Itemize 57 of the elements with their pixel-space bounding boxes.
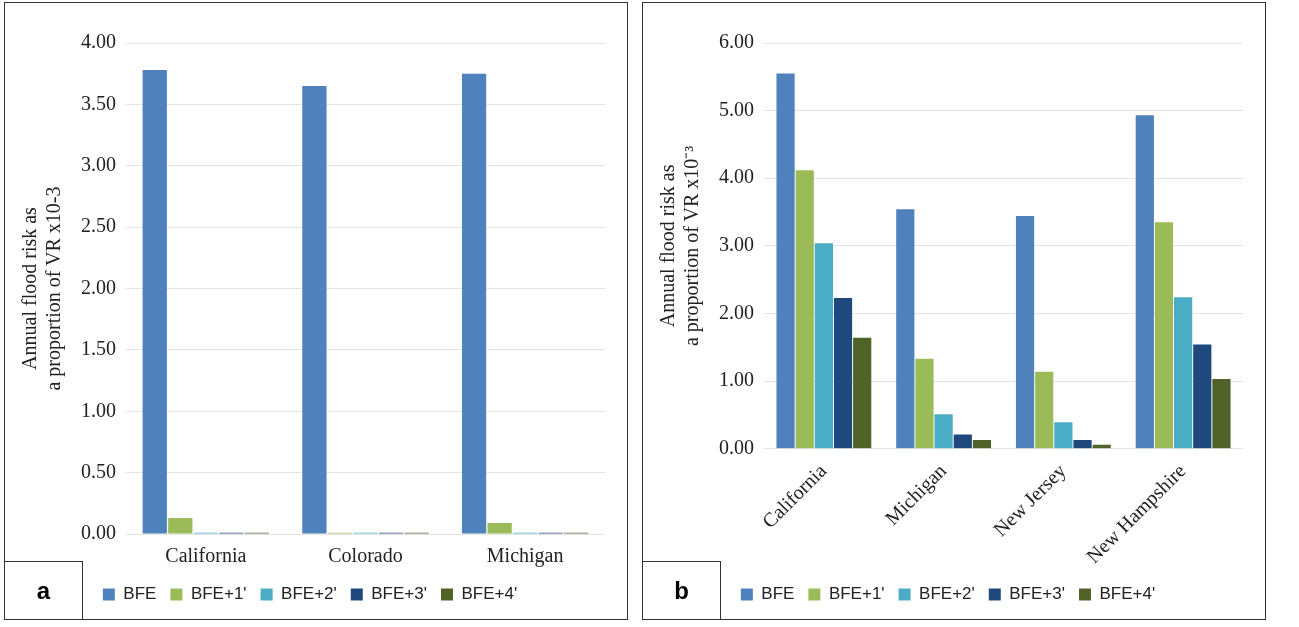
bar <box>915 358 934 449</box>
bar <box>833 297 853 449</box>
bar <box>142 70 167 534</box>
bar <box>461 73 487 534</box>
bar <box>853 337 872 449</box>
y-tick-label: 3.00 <box>81 153 116 175</box>
legend-label: BFE <box>761 584 795 604</box>
bar <box>896 209 915 449</box>
legend-label: BFE+2' <box>919 584 975 604</box>
legend-label: BFE+2' <box>281 584 337 604</box>
legend-label: BFE+3' <box>1009 584 1065 604</box>
legend-label: BFE+1' <box>828 584 885 604</box>
bar <box>934 414 953 449</box>
y-axis-title: Annual flood risk as a proportion of VR x10⁻³ <box>656 145 704 347</box>
y-tick-label: 0.50 <box>81 459 116 482</box>
bar <box>776 73 795 449</box>
text: b <box>643 561 721 619</box>
y-tick-label: 5.00 <box>719 97 754 120</box>
bar <box>1054 422 1073 449</box>
bar <box>1154 222 1174 449</box>
legend-label: BFE+1' <box>190 584 247 604</box>
y-tick-label: 3.00 <box>719 233 754 256</box>
text: a <box>5 561 83 619</box>
bar <box>1135 115 1154 449</box>
y-tick-label: 2.50 <box>81 214 116 237</box>
y-tick-label: 4.00 <box>81 30 116 53</box>
bar <box>953 434 972 449</box>
legend-label: BFE+4' <box>1099 584 1156 604</box>
y-tick-label: 6.00 <box>719 30 754 53</box>
legend-label: BFE+3' <box>371 584 427 604</box>
y-tick-label: 2.00 <box>719 300 754 323</box>
y-tick-label: 0.00 <box>719 435 754 458</box>
y-tick-label: 1.50 <box>81 337 116 360</box>
x-tick-label: Colorado <box>328 544 403 567</box>
y-tick-label: 4.00 <box>719 165 754 188</box>
bar <box>1212 379 1231 449</box>
y-tick-label: 3.50 <box>81 91 116 114</box>
y-tick-label: 0.00 <box>81 521 116 544</box>
bar <box>972 439 992 449</box>
y-tick-label: 1.00 <box>81 398 116 421</box>
legend-label: BFE <box>123 584 157 604</box>
bar <box>1174 297 1193 449</box>
bar <box>795 170 814 449</box>
bar <box>1035 371 1054 449</box>
bar <box>814 243 833 449</box>
bar <box>487 522 512 534</box>
bar <box>168 518 193 534</box>
y-tick-label: 2.00 <box>81 275 116 298</box>
bar <box>1193 344 1212 449</box>
bar <box>1015 216 1035 449</box>
legend-label: BFE+4' <box>461 584 518 604</box>
x-tick-label: Michigan <box>486 544 564 568</box>
bar <box>302 85 327 534</box>
bar <box>1073 439 1092 449</box>
y-tick-label: 1.00 <box>719 368 754 391</box>
y-axis-title: Annual flood risk as a proportion of VR x10-3 <box>18 186 66 391</box>
x-tick-label: California <box>165 544 247 567</box>
